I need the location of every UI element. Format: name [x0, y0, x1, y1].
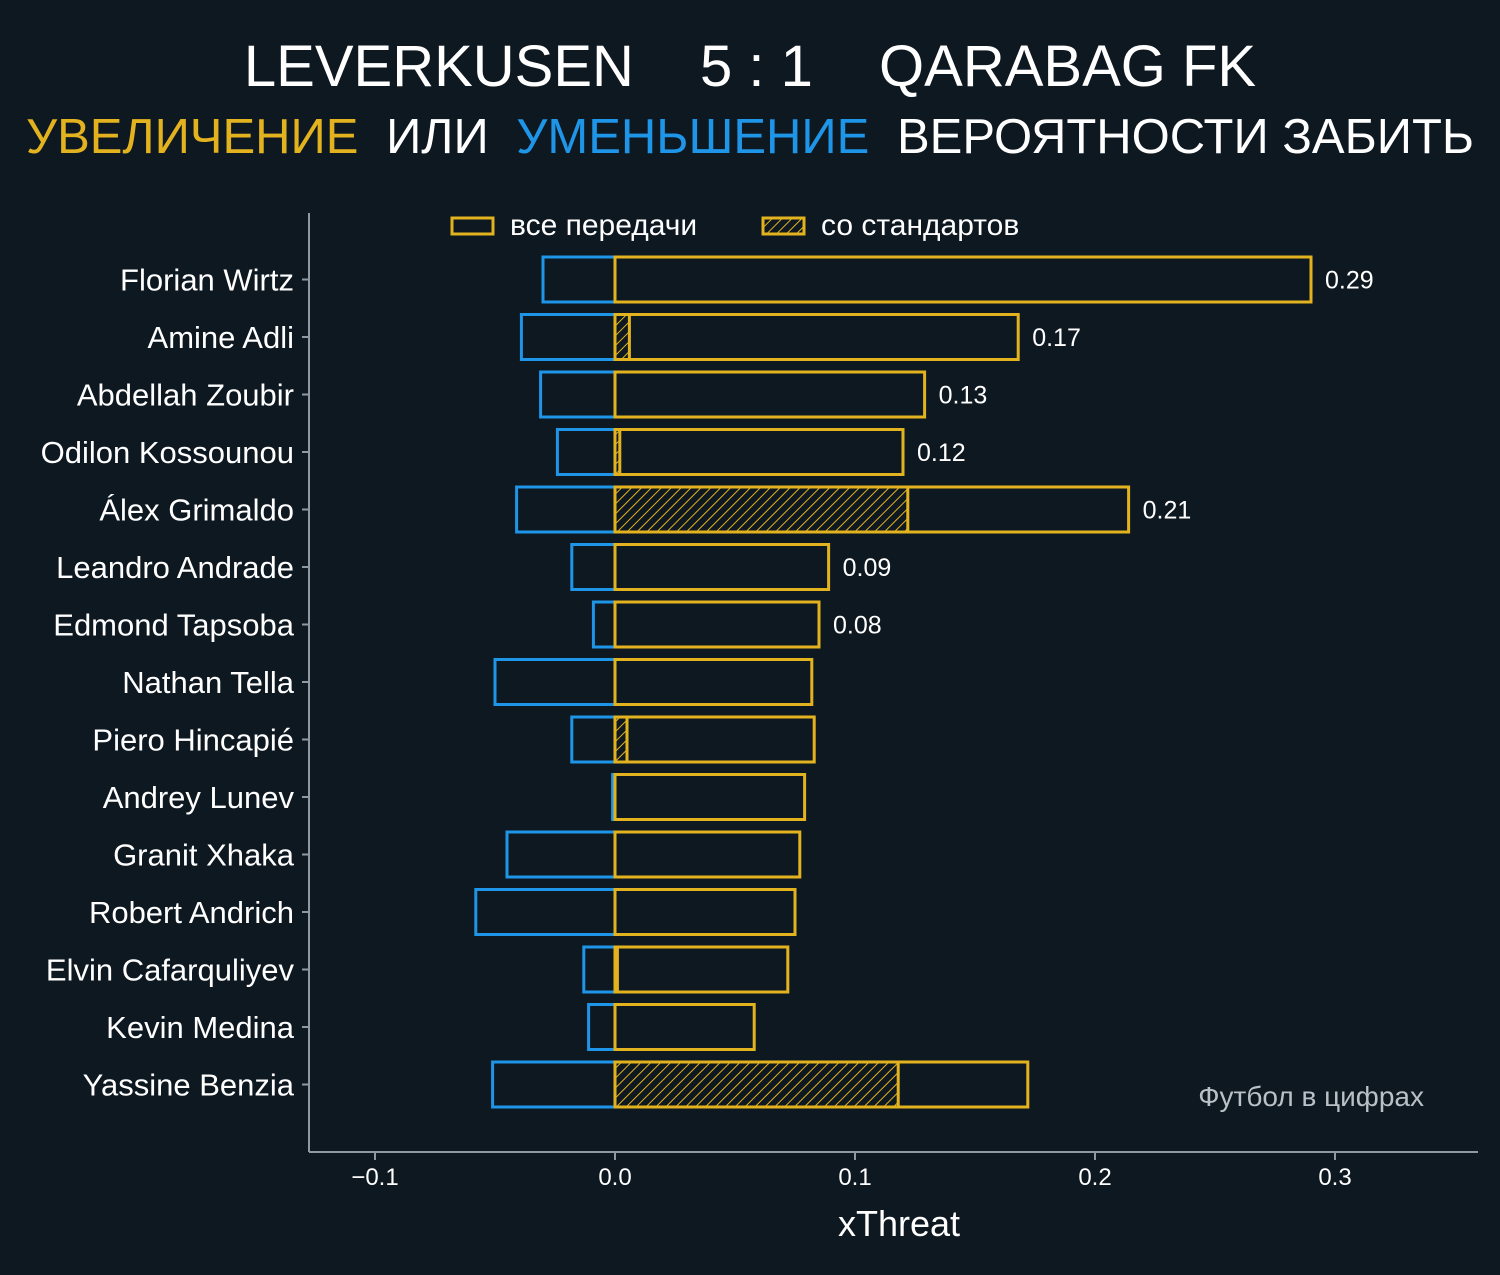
watermark-text: Футбол в цифрах [1198, 1081, 1424, 1112]
y-tick-label: Piero Hincapié [92, 723, 294, 758]
x-tick-label: 0.2 [1078, 1164, 1111, 1191]
x-ticks: −0.1 0.0 0.1 0.2 0.3 [351, 1152, 1352, 1191]
y-tick-label: Florian Wirtz [120, 263, 294, 298]
increase-bar [613, 428, 905, 476]
data-label: 0.29 [1325, 267, 1374, 295]
increase-bar [613, 313, 1020, 361]
y-tick-label: Abdellah Zoubir [77, 378, 294, 413]
y-tick-label: Yassine Benzia [83, 1068, 295, 1103]
decrease-bar [587, 1003, 617, 1051]
data-label: 0.08 [833, 612, 882, 640]
decrease-bar [570, 715, 617, 764]
decrease-bar [474, 888, 617, 936]
x-tick-label: 0.1 [838, 1164, 871, 1191]
increase-bar [613, 830, 802, 879]
x-tick-label: −0.1 [351, 1164, 398, 1191]
data-label: 0.21 [1143, 497, 1192, 525]
decrease-bar [505, 830, 617, 879]
y-tick-label: Robert Andrich [89, 895, 294, 930]
decrease-bar [582, 945, 617, 994]
match-title: LEVERKUSEN 5 : 1 QARABAG FK [244, 34, 1257, 99]
y-tick-label: Granit Xhaka [113, 838, 295, 873]
subtitle-or: ИЛИ [386, 110, 489, 164]
increase-bar [613, 715, 816, 764]
data-label: 0.17 [1032, 324, 1081, 352]
legend-label-all-passes: все передачи [510, 209, 697, 242]
data-label: 0.13 [939, 382, 988, 410]
match-score: 5 : 1 [700, 34, 813, 99]
increase-bar [613, 370, 927, 419]
y-tick-label: Leandro Andrade [56, 550, 294, 585]
away-team: QARABAG FK [879, 34, 1256, 99]
increase-bar [613, 945, 790, 994]
decrease-bar [519, 313, 617, 361]
y-tick-label: Amine Adli [148, 320, 294, 355]
increase-bar [613, 658, 814, 706]
increase-bar [613, 600, 821, 649]
legend-swatch-all-passes [450, 216, 495, 236]
decrease-bar [570, 543, 617, 591]
increase-bar [613, 1003, 756, 1051]
decrease-bar [591, 600, 617, 649]
home-team: LEVERKUSEN [244, 34, 634, 99]
increase-bar [613, 255, 1313, 304]
bars-layer: 0.29 0.17 0.13 0.12 0.21 0.09 0.08 [474, 255, 1374, 1109]
legend: все передачи со стандартов [450, 209, 1019, 242]
decrease-bar [539, 370, 617, 419]
set-piece-bar [613, 313, 631, 361]
y-tick-label: Álex Grimaldo [99, 493, 294, 528]
subtitle-rest: ВЕРОЯТНОСТИ ЗАБИТЬ [897, 110, 1474, 164]
increase-bar [613, 543, 831, 591]
subtitle-increase: УВЕЛИЧЕНИЕ [26, 110, 359, 164]
y-tick-label: Edmond Tapsoba [53, 608, 294, 643]
set-piece-bar [613, 715, 629, 764]
x-tick-label: 0.3 [1318, 1164, 1351, 1191]
y-tick-label: Kevin Medina [106, 1010, 295, 1045]
set-piece-bar [613, 1060, 900, 1109]
x-axis-label: xThreat [838, 1203, 960, 1244]
decrease-bar [493, 658, 617, 706]
y-tick-label: Andrey Lunev [103, 780, 295, 815]
increase-bar [613, 888, 797, 936]
set-piece-bar [613, 485, 910, 534]
increase-bar [613, 1060, 1030, 1109]
decrease-bar [555, 428, 617, 476]
chart-subtitle: УВЕЛИЧЕНИЕ ИЛИ УМЕНЬШЕНИЕ ВЕРОЯТНОСТИ ЗА… [26, 110, 1474, 164]
data-label: 0.12 [917, 439, 966, 467]
y-tick-label: Elvin Cafarquliyev [46, 953, 295, 988]
y-tick-labels: Florian Wirtz Amine Adli Abdellah Zoubir Od… [41, 263, 309, 1103]
increase-bar [613, 773, 807, 821]
x-tick-label: 0.0 [598, 1164, 631, 1191]
decrease-bar [491, 1060, 617, 1109]
subtitle-decrease: УМЕНЬШЕНИЕ [516, 110, 869, 164]
y-tick-label: Nathan Tella [122, 665, 295, 700]
y-tick-label: Odilon Kossounou [41, 435, 294, 470]
decrease-bar [541, 255, 617, 304]
legend-swatch-set-pieces [761, 216, 806, 236]
increase-bar [613, 485, 1131, 534]
decrease-bar [515, 485, 617, 534]
legend-label-set-pieces: со стандартов [821, 209, 1019, 242]
data-label: 0.09 [843, 554, 892, 582]
